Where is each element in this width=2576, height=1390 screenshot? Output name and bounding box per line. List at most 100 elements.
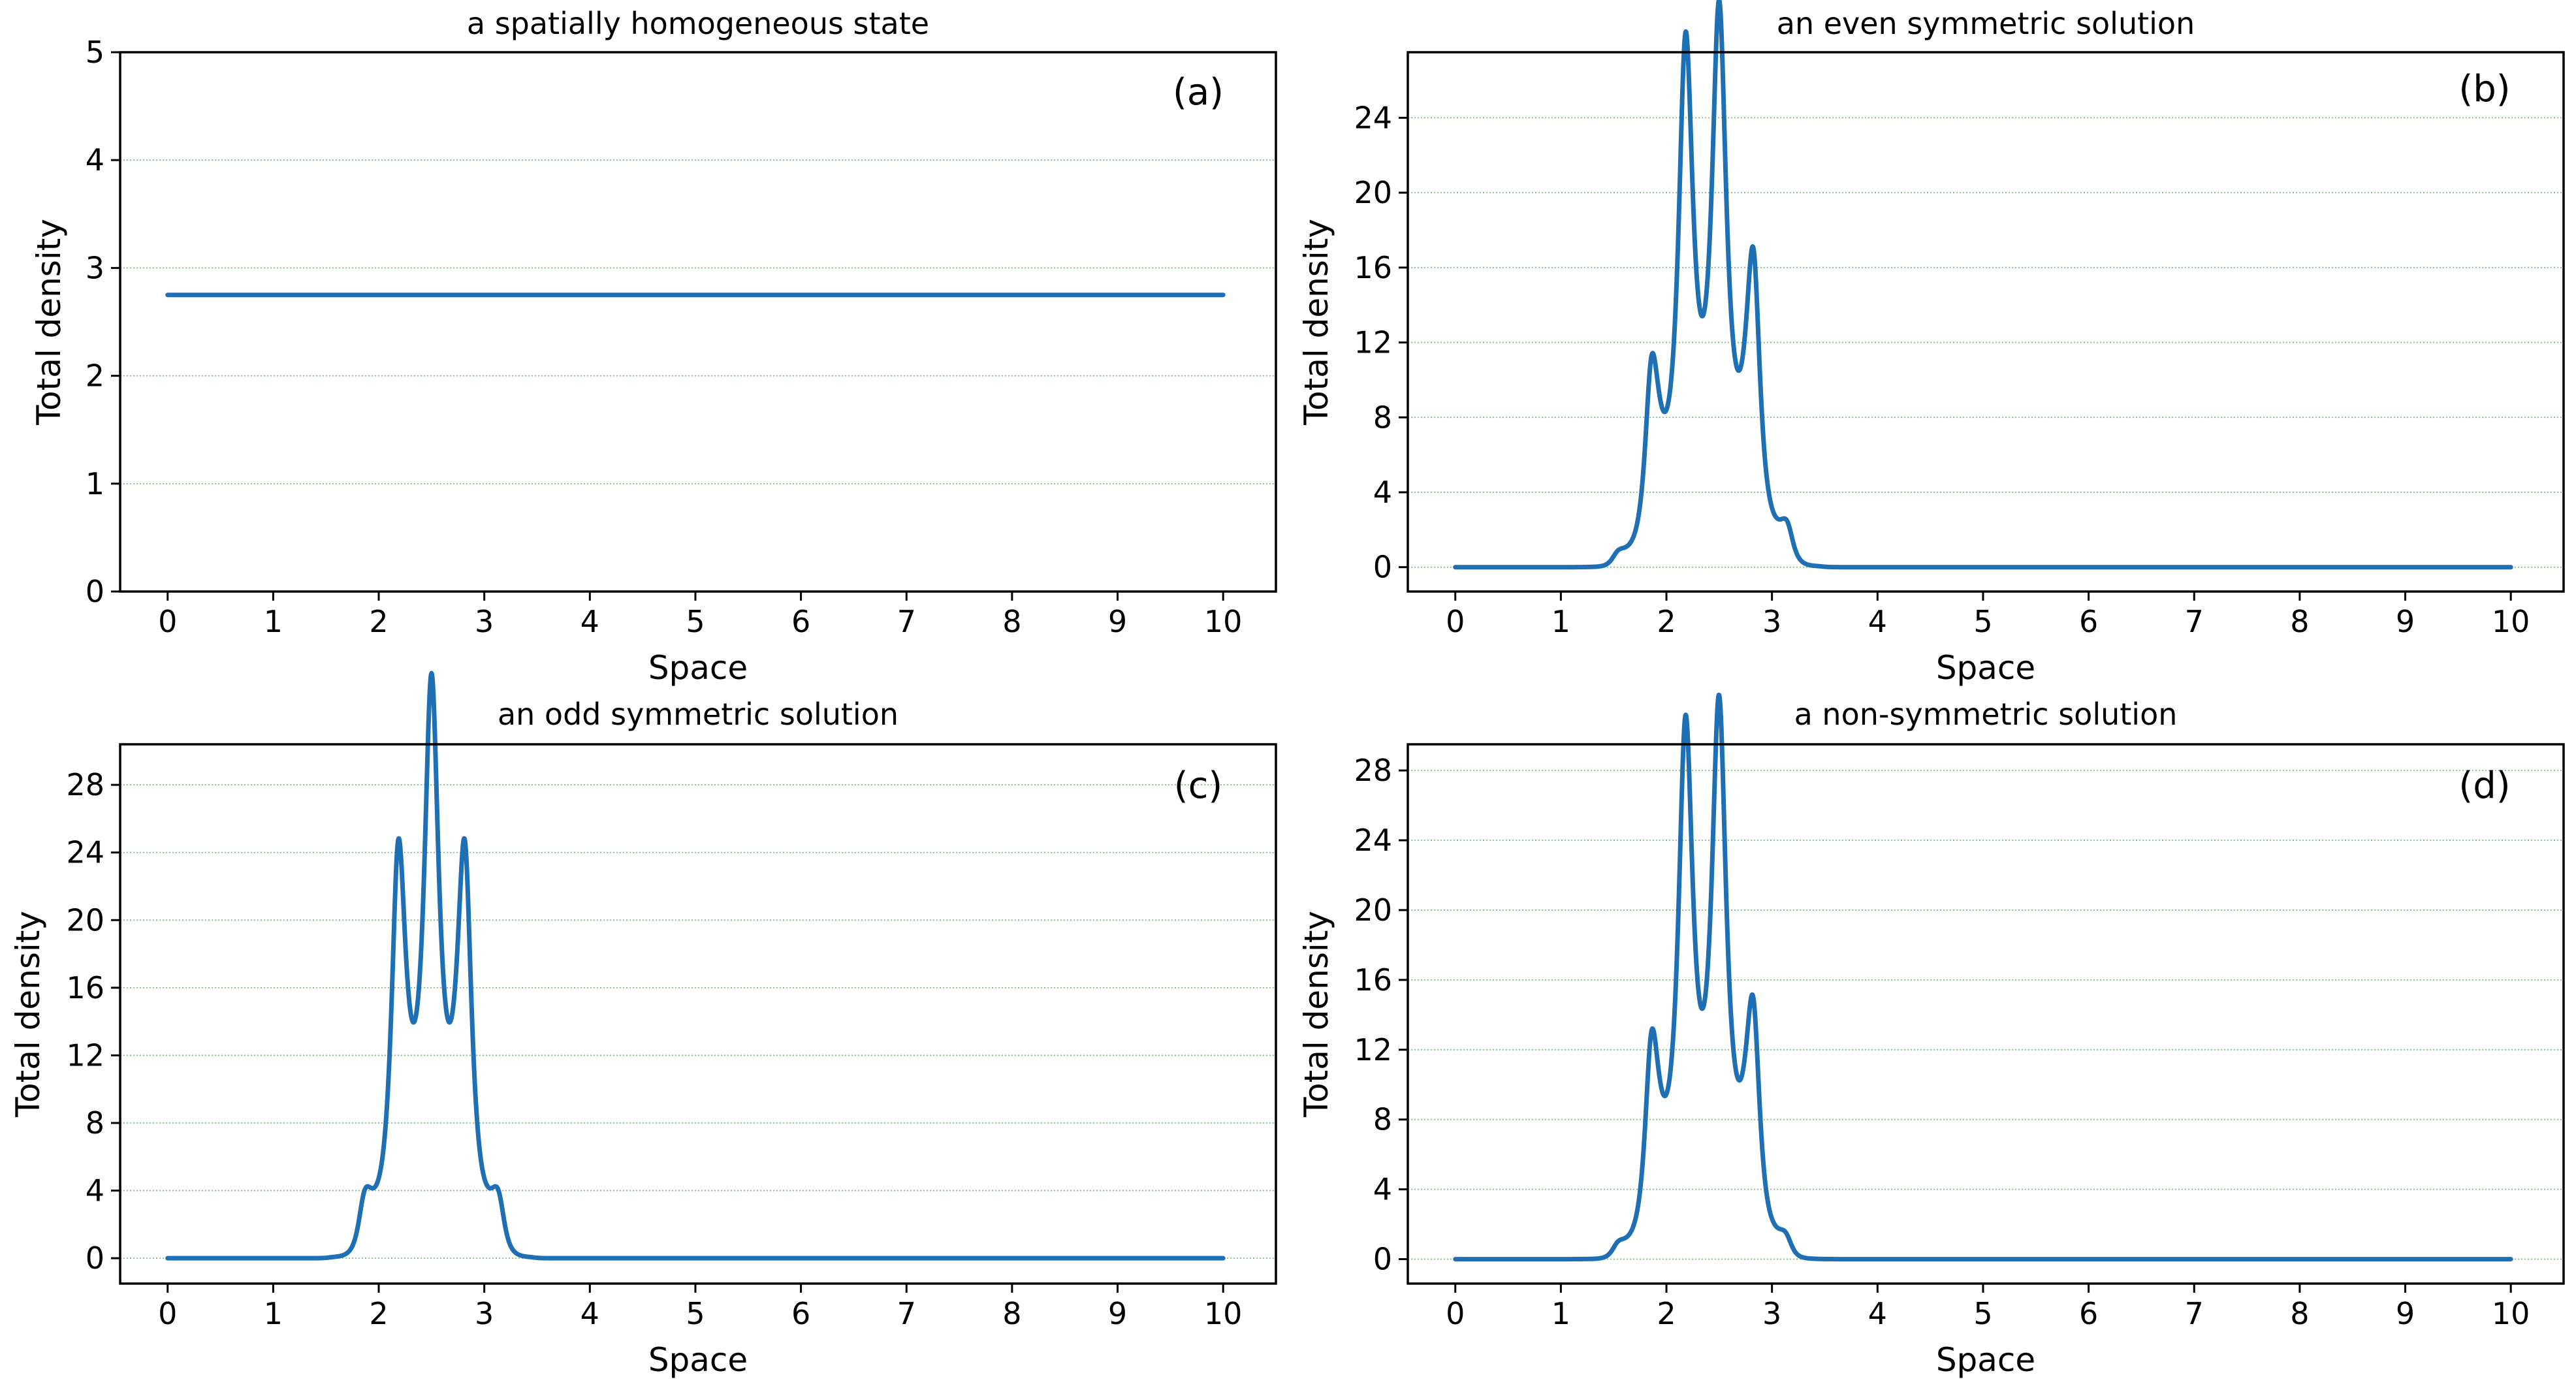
x-tick-label: 9 [2396, 604, 2415, 639]
x-tick-label: 0 [1446, 604, 1465, 639]
x-tick-label: 6 [2079, 604, 2098, 639]
panel-a: 0 1 2 3 4 5 6 7 8 9 10 0 1 2 3 4 5 a spatially homogeneo… [30, 6, 1277, 687]
x-tick-label: 4 [580, 1296, 599, 1331]
y-tick-label: 16 [1354, 250, 1392, 285]
density-series-line [1453, 692, 2513, 1262]
y-tick-label: 28 [66, 767, 104, 802]
x-tick-label: 10 [1204, 604, 1243, 639]
axes-frame [1407, 743, 2565, 1285]
y-tick-label: 8 [86, 1105, 104, 1141]
y-tick-label: 1 [86, 466, 104, 501]
x-tick-label: 8 [1002, 1296, 1021, 1331]
x-tick-label: 10 [1204, 1296, 1243, 1331]
x-tick-label: 1 [1551, 1296, 1570, 1331]
y-tick-label: 8 [1373, 1102, 1392, 1137]
y-tick-label: 5 [86, 35, 104, 70]
density-series-line [165, 671, 1226, 1261]
x-tick-label: 9 [1108, 1296, 1127, 1331]
y-tick-label: 28 [1354, 753, 1392, 788]
x-tick-label: 9 [2396, 1296, 2415, 1331]
x-tick-label: 8 [2290, 604, 2309, 639]
x-tick-label: 5 [686, 1296, 705, 1331]
axes-frame [1407, 51, 2565, 593]
y-axis-label: Total density [1297, 911, 1335, 1118]
x-tick-label: 5 [1973, 604, 1992, 639]
x-tick-label: 3 [1762, 1296, 1781, 1331]
x-tick-label: 2 [1657, 604, 1676, 639]
x-tick-label: 3 [475, 1296, 494, 1331]
x-tick-label: 3 [475, 604, 494, 639]
x-axis-label: Space [1936, 1341, 2035, 1379]
x-tick-label: 4 [1868, 604, 1887, 639]
x-axis-label: Space [648, 649, 748, 687]
axes-frame [119, 743, 1277, 1285]
x-tick-label: 1 [1551, 604, 1570, 639]
y-tick-label: 4 [1373, 475, 1392, 510]
x-tick-label: 4 [580, 604, 599, 639]
panel-title: a non-symmetric solution [1794, 697, 2178, 732]
y-axis-label: Total density [9, 911, 47, 1118]
y-axis-label: Total density [1297, 219, 1335, 426]
y-tick-label: 4 [1373, 1172, 1392, 1207]
panel-label: (c) [1174, 765, 1222, 807]
y-tick-label: 12 [1354, 325, 1392, 360]
x-tick-label: 7 [2185, 604, 2204, 639]
y-tick-label: 4 [86, 142, 104, 178]
panel-label: (b) [2458, 68, 2510, 110]
density-series-line [1453, 0, 2513, 570]
y-tick-label: 16 [1354, 962, 1392, 998]
x-axis-label: Space [648, 1341, 748, 1379]
x-tick-label: 9 [1108, 604, 1127, 639]
panel-title: a spatially homogeneous state [467, 6, 929, 41]
x-tick-label: 4 [1868, 1296, 1887, 1331]
y-tick-label: 24 [66, 835, 104, 870]
x-tick-label: 6 [2079, 1296, 2098, 1331]
y-tick-label: 3 [86, 250, 104, 285]
y-tick-label: 0 [1373, 550, 1392, 585]
axes-frame [119, 51, 1277, 593]
x-tick-label: 10 [2492, 1296, 2530, 1331]
panel-title: an even symmetric solution [1777, 6, 2195, 41]
y-tick-label: 0 [86, 1240, 104, 1276]
x-tick-label: 10 [2492, 604, 2530, 639]
x-tick-label: 5 [1973, 1296, 1992, 1331]
y-tick-label: 20 [1354, 892, 1392, 928]
y-tick-label: 0 [1373, 1242, 1392, 1277]
y-tick-label: 20 [66, 902, 104, 938]
x-tick-label: 2 [369, 1296, 388, 1331]
y-tick-label: 16 [66, 970, 104, 1005]
x-tick-label: 0 [158, 1296, 177, 1331]
x-tick-label: 7 [897, 1296, 916, 1331]
x-tick-label: 5 [686, 604, 705, 639]
y-tick-label: 0 [86, 574, 104, 609]
y-tick-label: 12 [1354, 1032, 1392, 1067]
y-tick-label: 24 [1354, 100, 1392, 135]
y-tick-label: 20 [1354, 175, 1392, 210]
x-tick-label: 6 [791, 604, 810, 639]
x-tick-label: 2 [369, 604, 388, 639]
x-tick-label: 6 [791, 1296, 810, 1331]
panel-label: (d) [2458, 765, 2510, 807]
x-tick-label: 1 [264, 1296, 283, 1331]
x-tick-label: 0 [158, 604, 177, 639]
panel-label: (a) [1173, 71, 1224, 114]
y-tick-label: 24 [1354, 823, 1392, 858]
x-tick-label: 1 [264, 604, 283, 639]
x-axis-label: Space [1936, 649, 2035, 687]
y-tick-label: 2 [86, 358, 104, 394]
x-tick-label: 8 [1002, 604, 1021, 639]
y-tick-label: 4 [86, 1173, 104, 1208]
y-tick-label: 8 [1373, 400, 1392, 435]
x-tick-label: 0 [1446, 1296, 1465, 1331]
x-tick-label: 7 [897, 604, 916, 639]
x-tick-label: 2 [1657, 1296, 1676, 1331]
panel-title: an odd symmetric solution [498, 697, 898, 732]
y-tick-label: 12 [66, 1037, 104, 1073]
x-tick-label: 3 [1762, 604, 1781, 639]
x-tick-label: 8 [2290, 1296, 2309, 1331]
x-tick-label: 7 [2185, 1296, 2204, 1331]
